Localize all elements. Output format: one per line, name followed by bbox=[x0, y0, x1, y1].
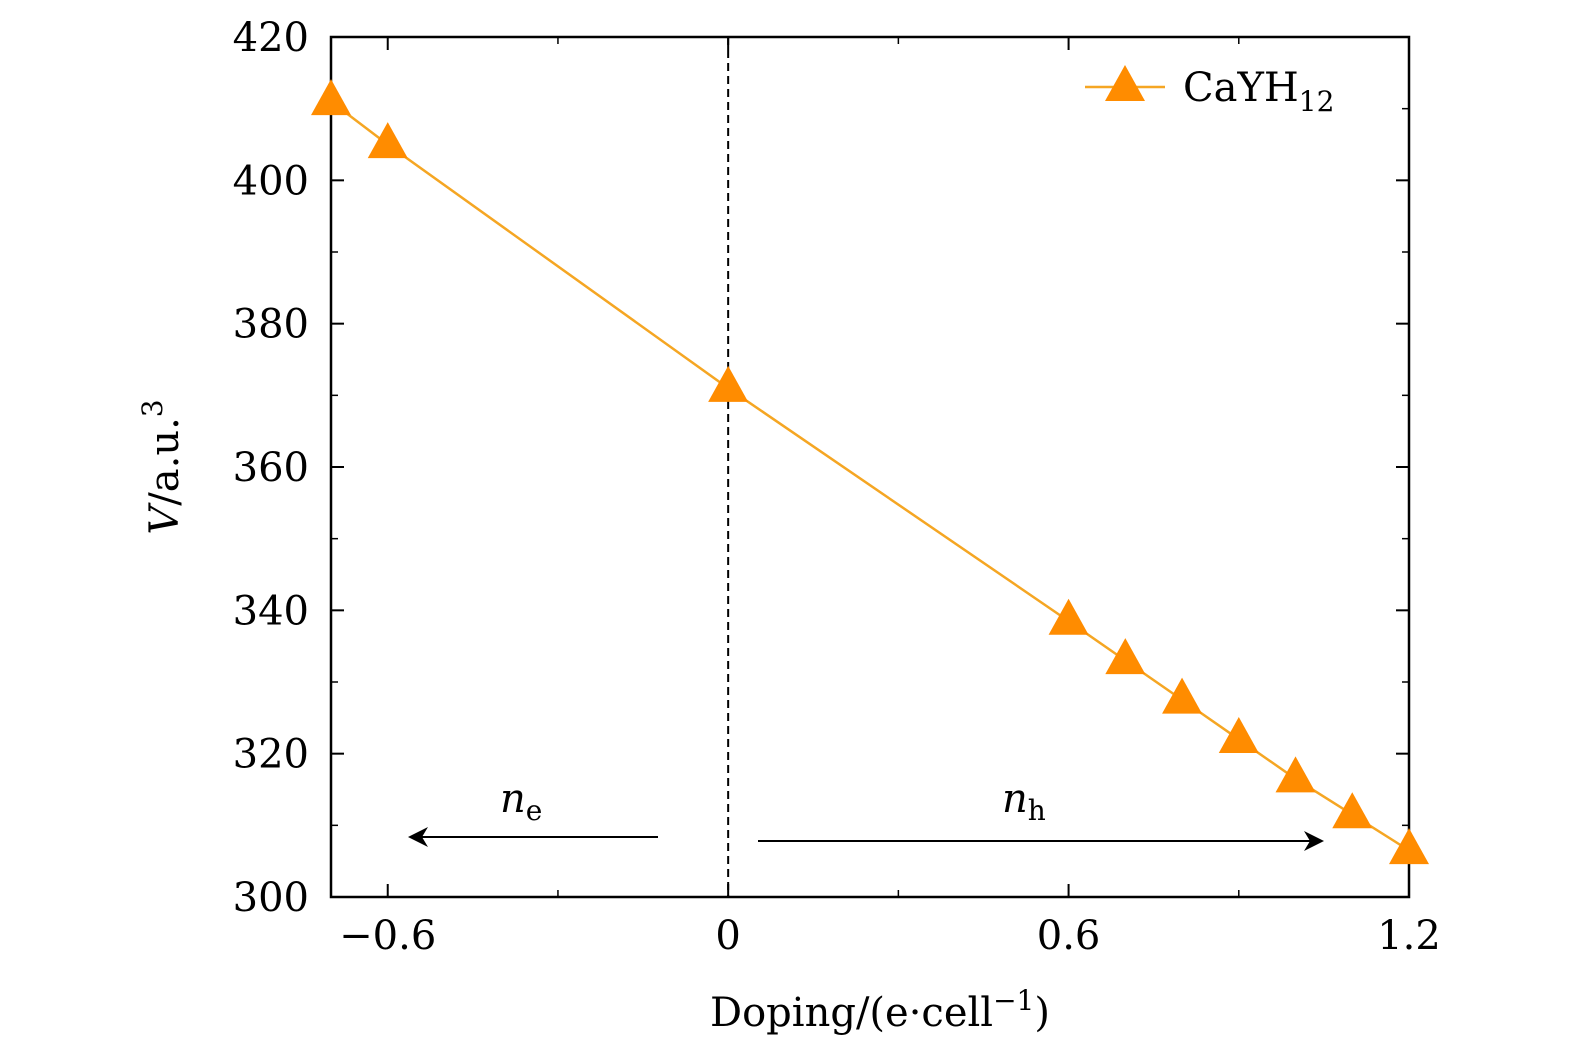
data-point bbox=[1105, 638, 1146, 675]
data-point bbox=[1332, 792, 1373, 829]
y-tick-label: 300 bbox=[233, 875, 309, 921]
data-point bbox=[1162, 677, 1203, 714]
y-tick-label: 360 bbox=[233, 445, 309, 491]
data-point bbox=[708, 365, 749, 402]
data-point bbox=[1218, 717, 1259, 754]
x-tick-label: 1.2 bbox=[1377, 913, 1441, 959]
y-tick-label: 420 bbox=[233, 15, 309, 61]
y-tick-label: 380 bbox=[233, 302, 309, 348]
y-tick-label: 320 bbox=[233, 732, 309, 778]
data-point bbox=[367, 122, 408, 159]
y-axis-label: V/a.u.3 bbox=[136, 399, 188, 534]
y-tick-label: 340 bbox=[233, 588, 309, 634]
x-axis-label: Doping/(e·cell−1) bbox=[710, 984, 1050, 1036]
electron-doping-label: ne bbox=[500, 776, 542, 827]
data-point bbox=[1275, 756, 1316, 793]
hole-doping-label: nh bbox=[1002, 776, 1046, 827]
legend-marker bbox=[1105, 65, 1145, 101]
x-tick-label: 0.6 bbox=[1037, 913, 1101, 959]
y-tick-label: 400 bbox=[233, 158, 309, 204]
data-point bbox=[1048, 598, 1089, 635]
data-point bbox=[1389, 828, 1429, 865]
legend-label: CaYH12 bbox=[1183, 65, 1334, 118]
x-tick-label: 0 bbox=[715, 913, 740, 959]
x-tick-label: −0.6 bbox=[339, 913, 436, 959]
plot-frame bbox=[329, 35, 1411, 899]
data-point bbox=[311, 79, 351, 116]
series-line bbox=[330, 100, 1410, 852]
